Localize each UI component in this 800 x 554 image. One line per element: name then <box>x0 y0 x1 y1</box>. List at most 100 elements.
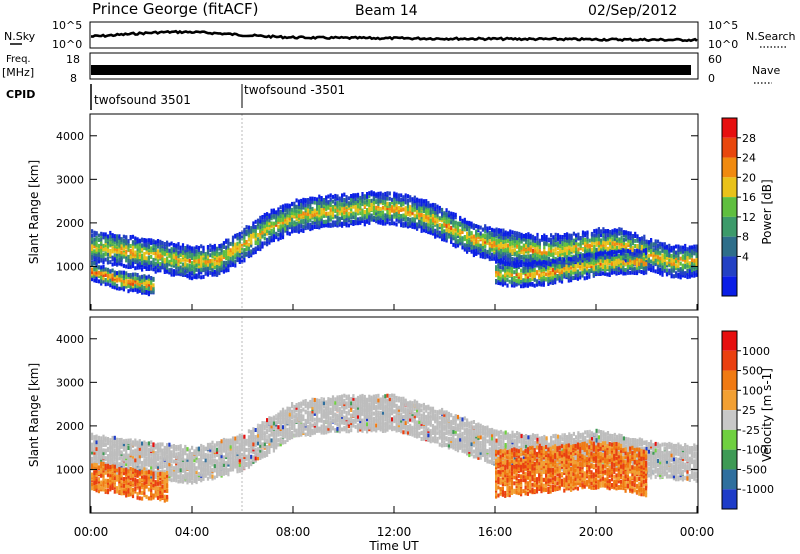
power-cell-band-0 <box>109 260 112 265</box>
power-cell-band-0 <box>406 207 410 212</box>
power-cell-band-0 <box>345 211 348 216</box>
power-cell-band-0 <box>197 254 200 259</box>
power-cell-band-2 <box>626 249 629 253</box>
power-cell-band-2 <box>574 264 577 269</box>
power-cell-band-0 <box>615 236 619 241</box>
power-cell-band-0 <box>665 249 669 253</box>
power-cell-band-0 <box>400 207 403 212</box>
power-cell-band-2 <box>576 262 579 267</box>
power-cell-band-2 <box>624 253 627 258</box>
power-cell-band-0 <box>586 237 589 241</box>
power-cell-band-2 <box>588 255 591 260</box>
power-cell-band-1 <box>122 281 125 286</box>
power-cell-band-2 <box>583 256 586 260</box>
power-cell-band-0 <box>334 201 337 206</box>
power-cell-band-0 <box>127 239 130 244</box>
power-cell-band-0 <box>227 238 230 243</box>
power-cell-band-0 <box>420 220 423 225</box>
power-cell-band-0 <box>175 259 178 264</box>
power-cell-band-2 <box>567 271 570 275</box>
power-cell-band-0 <box>213 264 216 269</box>
power-cell-band-2 <box>645 254 648 259</box>
power-cell-band-2 <box>574 270 577 274</box>
power-cell-band-0 <box>575 249 578 254</box>
power-cell-band-0 <box>479 225 482 230</box>
power-cell-band-0 <box>204 255 207 259</box>
power-cell-band-0 <box>227 263 230 268</box>
velocity-cell-band-0 <box>116 461 119 466</box>
velocity-cell-band-0 <box>159 465 162 470</box>
power-cell-band-1 <box>147 282 150 287</box>
power-cell-band-0 <box>238 235 241 240</box>
power-cell-band-0 <box>372 211 375 215</box>
power-cell-band-0 <box>211 250 214 255</box>
power-cell-band-0 <box>427 227 430 232</box>
power-cell-band-0 <box>366 192 369 196</box>
power-cell-band-2 <box>597 265 600 269</box>
power-cell-band-0 <box>493 256 496 261</box>
power-cell-band-0 <box>663 255 666 260</box>
power-cell-band-0 <box>184 270 187 275</box>
velocity-cell-band-0 <box>122 453 125 458</box>
power-cell-band-0 <box>331 194 335 199</box>
power-cell-band-2 <box>517 272 520 277</box>
power-cell-band-0 <box>104 257 107 262</box>
power-cell-band-0 <box>238 249 241 254</box>
power-cell-band-0 <box>197 263 200 268</box>
power-cell-band-0 <box>116 254 119 259</box>
power-cell-band-0 <box>163 263 166 268</box>
power-cell-band-0 <box>425 229 428 234</box>
power-cell-band-0 <box>391 218 394 223</box>
power-cell-band-0 <box>325 222 328 227</box>
power-cell-band-2 <box>504 272 507 276</box>
colorbar-tick-label: 8 <box>742 231 749 244</box>
power-cell-band-0 <box>247 253 250 258</box>
power-cell-band-0 <box>122 246 125 251</box>
power-cell-band-0 <box>350 201 353 205</box>
power-cell-band-0 <box>270 228 273 233</box>
velocity-cell-band-0 <box>100 442 103 447</box>
velocity-cell-band-0 <box>184 464 187 469</box>
power-cell-band-0 <box>297 229 300 234</box>
power-cell-band-0 <box>481 244 485 249</box>
velocity-cell-band-0 <box>91 460 94 465</box>
power-cell-band-0 <box>518 234 521 238</box>
power-cell-band-0 <box>527 242 530 247</box>
power-cell-band-0 <box>527 232 530 237</box>
power-cell-band-0 <box>186 258 189 263</box>
power-cell-band-2 <box>610 252 614 257</box>
power-cell-band-0 <box>384 200 387 205</box>
velocity-cell-band-0 <box>184 444 187 449</box>
nsky-panel-frame <box>89 21 699 49</box>
power-cell-band-0 <box>590 239 594 244</box>
power-cell-band-1 <box>109 271 112 276</box>
power-cell-band-0 <box>311 220 314 225</box>
power-cell-band-0 <box>154 247 157 252</box>
power-cell-band-0 <box>238 239 241 244</box>
beam-title: Beam 14 <box>355 3 418 19</box>
power-cell-band-0 <box>525 244 528 248</box>
power-cell-band-0 <box>245 240 248 244</box>
power-cell-band-0 <box>166 240 169 245</box>
power-cell-band-0 <box>234 253 237 258</box>
power-cell-band-0 <box>316 218 319 223</box>
power-cell-band-0 <box>640 244 644 249</box>
power-cell-band-0 <box>250 240 253 245</box>
power-cell-band-2 <box>526 278 529 283</box>
power-cell-band-2 <box>629 265 632 270</box>
power-cell-band-0 <box>488 255 491 260</box>
power-cell-band-0 <box>468 236 471 241</box>
velocity-cell-band-0 <box>152 463 155 468</box>
power-cell-band-0 <box>275 210 278 215</box>
power-cell-band-0 <box>684 246 687 251</box>
power-cell-band-0 <box>529 254 532 259</box>
power-cell-band-0 <box>297 219 300 224</box>
power-cell-band-0 <box>281 210 285 215</box>
power-cell-band-0 <box>452 212 455 217</box>
power-cell-band-0 <box>656 270 660 274</box>
colorbar-tick-label: 4 <box>742 250 749 263</box>
power-cell-band-0 <box>534 248 537 253</box>
power-cell-band-0 <box>531 238 535 243</box>
velocity-cell-band-0 <box>166 450 169 455</box>
